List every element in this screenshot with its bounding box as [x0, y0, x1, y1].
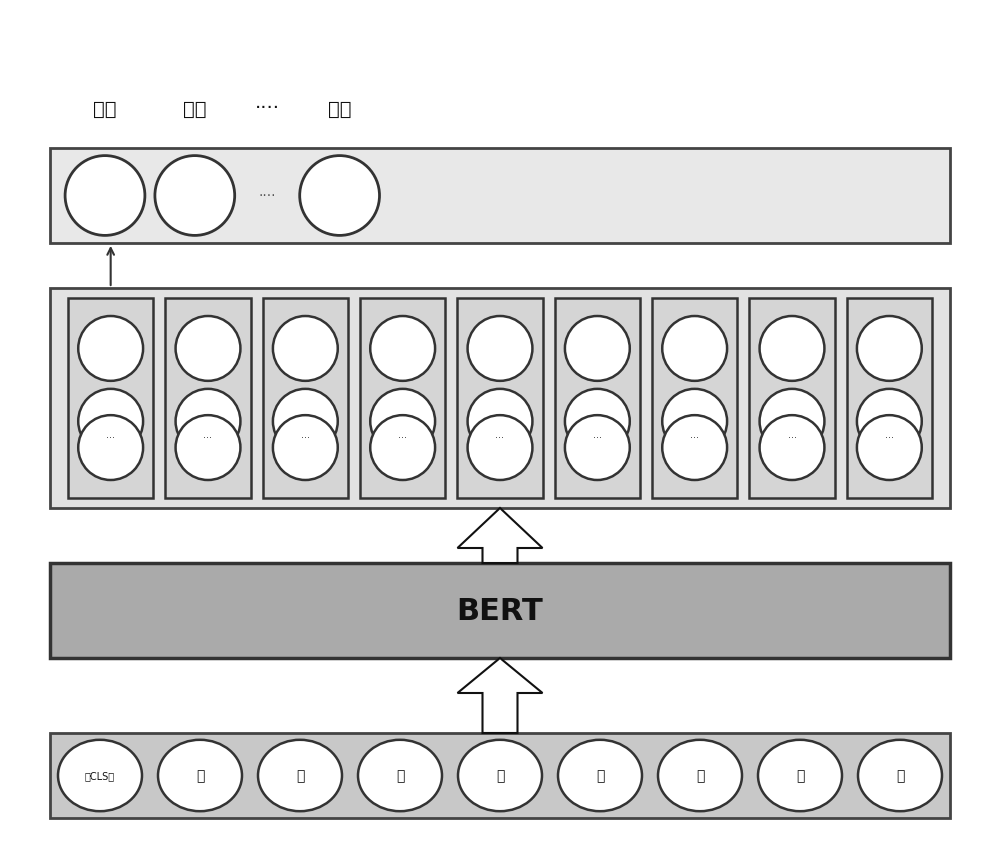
Polygon shape	[458, 659, 542, 733]
Circle shape	[273, 390, 338, 454]
Bar	[652, 299, 737, 498]
Ellipse shape	[358, 740, 442, 811]
Circle shape	[155, 156, 235, 236]
Bar	[360, 299, 445, 498]
Circle shape	[662, 390, 727, 454]
Bar	[50, 288, 950, 508]
Bar	[68, 299, 153, 498]
Circle shape	[273, 415, 338, 480]
Text: ...: ...	[398, 430, 407, 440]
Ellipse shape	[458, 740, 542, 811]
Circle shape	[273, 316, 338, 381]
Ellipse shape	[58, 740, 142, 811]
Text: ...: ...	[496, 430, 505, 440]
Circle shape	[468, 316, 532, 381]
Circle shape	[468, 415, 532, 480]
Circle shape	[857, 415, 922, 480]
Bar	[165, 299, 251, 498]
Polygon shape	[458, 508, 542, 563]
Ellipse shape	[258, 740, 342, 811]
Circle shape	[565, 415, 630, 480]
Text: 觉: 觉	[496, 769, 504, 782]
Text: BERT: BERT	[457, 596, 543, 625]
Text: 难: 难	[896, 769, 904, 782]
Circle shape	[662, 316, 727, 381]
Circle shape	[300, 156, 380, 236]
Text: ...: ...	[690, 430, 699, 440]
Text: 【CLS】: 【CLS】	[85, 770, 115, 780]
Text: 晚: 晚	[196, 769, 204, 782]
Text: 有: 有	[596, 769, 604, 782]
Circle shape	[370, 316, 435, 381]
Ellipse shape	[758, 740, 842, 811]
Text: ...: ...	[204, 430, 212, 440]
Circle shape	[370, 415, 435, 480]
Circle shape	[370, 390, 435, 454]
Bar	[847, 299, 932, 498]
Text: ...: ...	[788, 430, 797, 440]
Bar	[749, 299, 835, 498]
Text: 上: 上	[296, 769, 304, 782]
Circle shape	[662, 415, 727, 480]
Circle shape	[760, 415, 824, 480]
Circle shape	[565, 390, 630, 454]
Circle shape	[78, 390, 143, 454]
Bar	[50, 148, 950, 244]
Text: ...: ...	[301, 430, 310, 440]
Circle shape	[857, 316, 922, 381]
Ellipse shape	[558, 740, 642, 811]
Ellipse shape	[658, 740, 742, 811]
Bar	[50, 563, 950, 659]
Circle shape	[760, 390, 824, 454]
Ellipse shape	[158, 740, 242, 811]
Circle shape	[857, 390, 922, 454]
Text: 正常: 正常	[328, 100, 351, 119]
Text: 抑郁: 抑郁	[93, 100, 117, 119]
Circle shape	[565, 316, 630, 381]
Circle shape	[760, 316, 824, 381]
Text: ····: ····	[255, 100, 280, 119]
Bar	[555, 299, 640, 498]
Bar	[263, 299, 348, 498]
Bar	[457, 299, 543, 498]
Text: ...: ...	[106, 430, 115, 440]
Circle shape	[468, 390, 532, 454]
Bar	[50, 733, 950, 818]
Ellipse shape	[858, 740, 942, 811]
Text: 点: 点	[696, 769, 704, 782]
Circle shape	[78, 415, 143, 480]
Text: ...: ...	[593, 430, 602, 440]
Circle shape	[78, 316, 143, 381]
Circle shape	[176, 415, 240, 480]
Circle shape	[176, 390, 240, 454]
Text: ····: ····	[258, 189, 276, 203]
Text: 睡: 睡	[396, 769, 404, 782]
Circle shape	[176, 316, 240, 381]
Text: ...: ...	[885, 430, 894, 440]
Text: 焦虑: 焦虑	[183, 100, 207, 119]
Text: 困: 困	[796, 769, 804, 782]
Circle shape	[65, 156, 145, 236]
